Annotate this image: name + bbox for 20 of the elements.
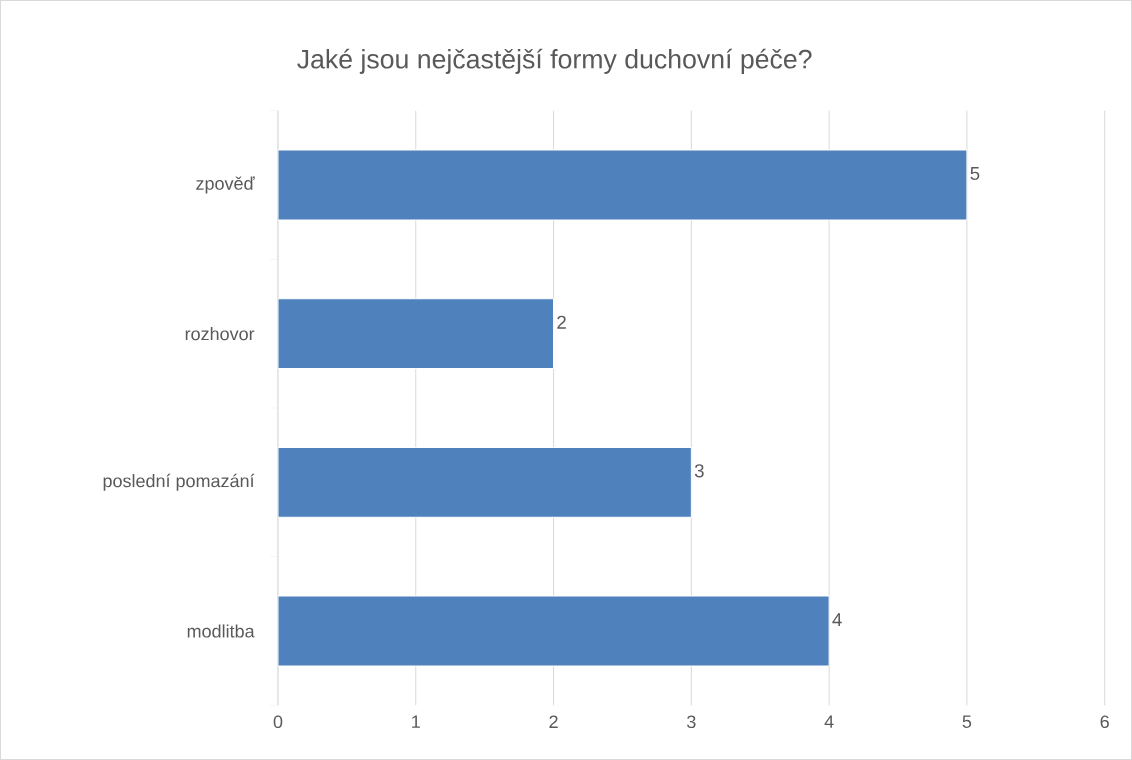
bar	[277, 149, 968, 221]
y-tick-label: modlitba	[187, 624, 255, 638]
x-tick-label: 3	[687, 715, 696, 729]
x-tick-label: 4	[824, 715, 834, 728]
bar	[277, 595, 830, 667]
bar	[277, 298, 555, 370]
data-label: 5	[970, 167, 980, 181]
y-tick-label: rozhovor	[185, 327, 255, 341]
y-tick-label: poslední pomazání	[103, 473, 255, 491]
x-tick-label: 5	[962, 715, 972, 728]
x-tick-label: 2	[549, 715, 558, 728]
x-tick-label: 1	[412, 715, 420, 728]
data-label: 2	[557, 315, 566, 329]
data-label: 4	[832, 613, 842, 627]
y-tick-label: zpověď	[196, 176, 255, 194]
bar	[277, 446, 692, 518]
x-tick-label: 6	[1100, 715, 1109, 729]
x-tick-label: 0	[273, 715, 283, 729]
chart-title: Jaké jsou nejčastější formy duchovní péče?	[297, 48, 812, 74]
data-label: 3	[694, 464, 704, 478]
